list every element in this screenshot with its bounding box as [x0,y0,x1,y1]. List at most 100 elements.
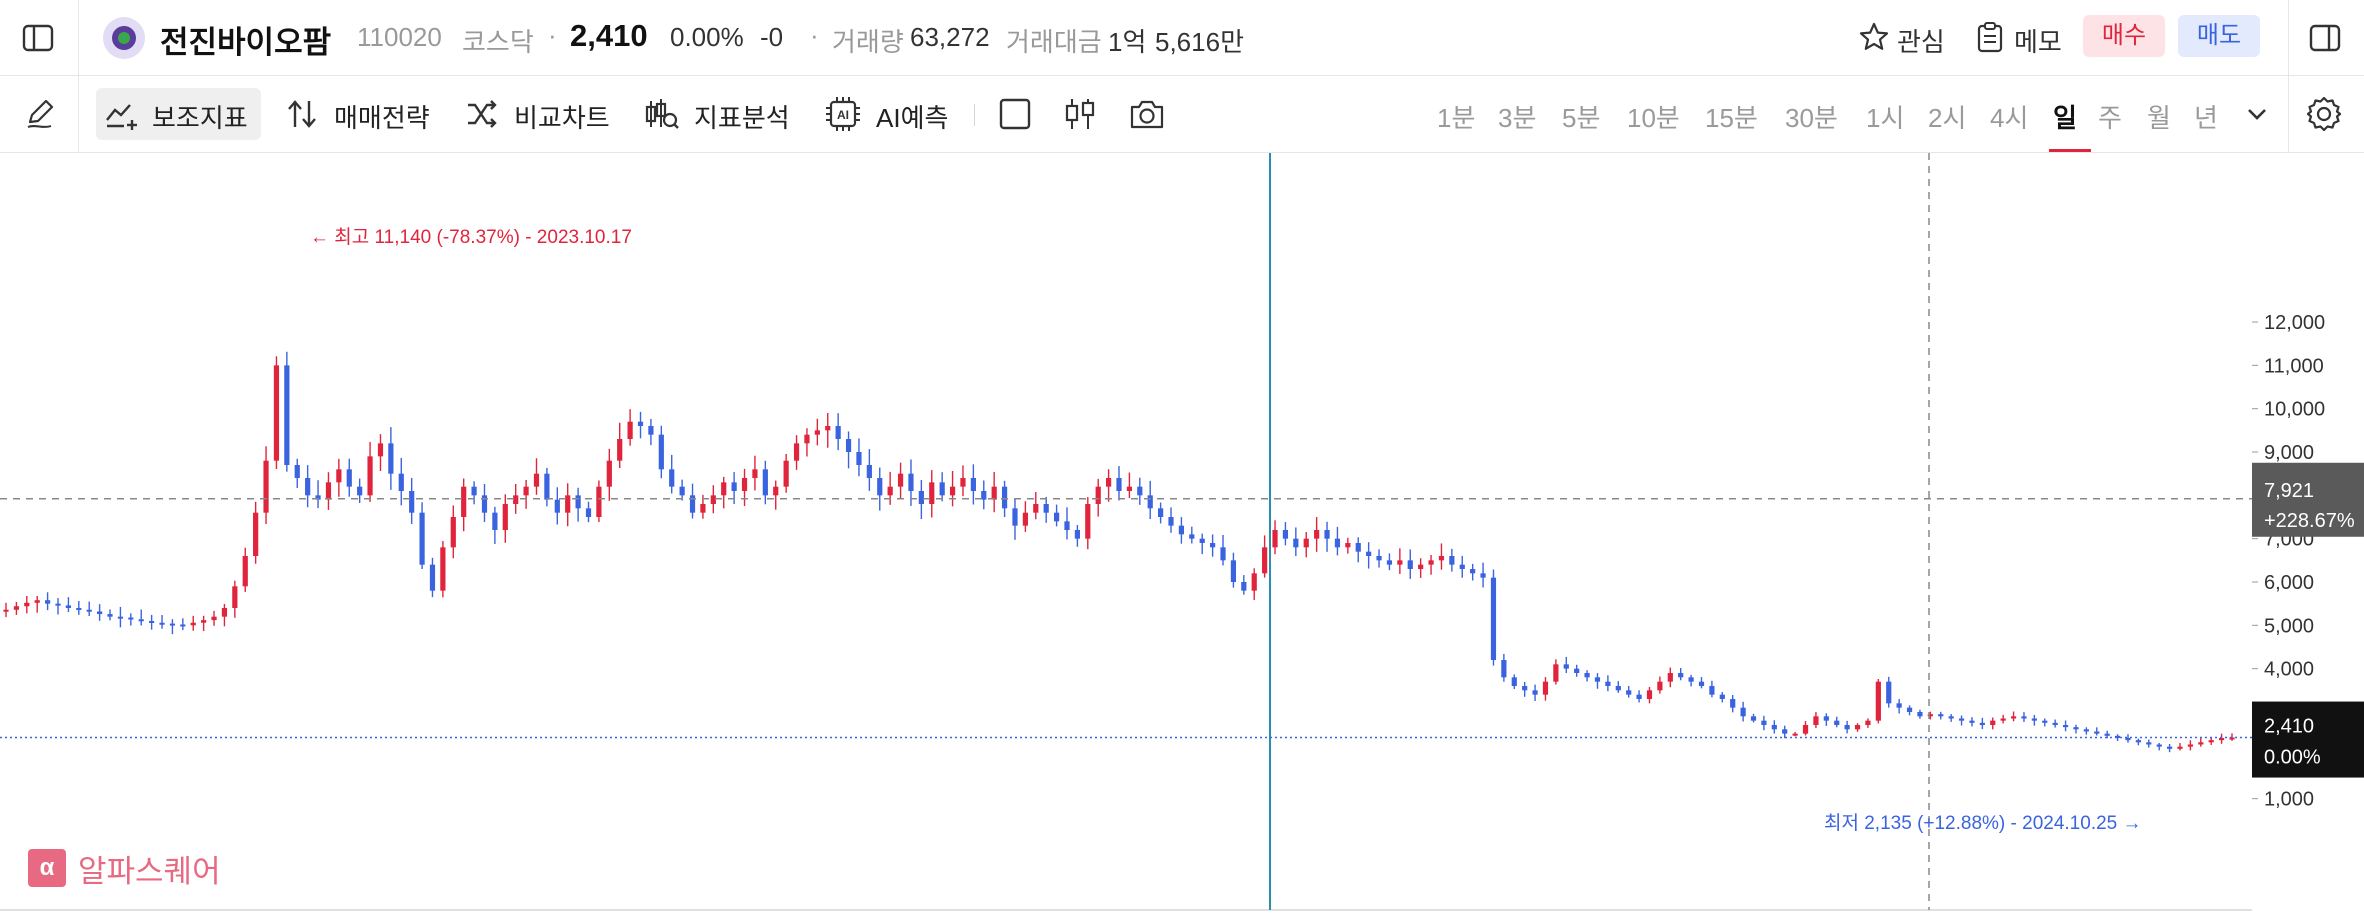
timeframe-13[interactable]: 년 [2194,103,2218,133]
candle-body [1043,504,1049,513]
gear-icon[interactable] [2303,94,2345,134]
candle-body [1355,543,1361,552]
candle-body [856,452,862,466]
candle-body [481,495,488,513]
timeframe-11[interactable]: 주 [2098,103,2122,133]
memo-button[interactable]: 메모 [2014,27,2062,57]
candle-body [554,499,560,513]
candle-body [273,365,280,461]
strategy-icon[interactable] [282,94,322,134]
candle-body [897,473,904,487]
candle-body [2052,722,2058,725]
y-tick-label: 6,000 [2264,572,2314,594]
candle-body [1709,685,1715,695]
candle-body [1740,707,1746,717]
timeframe-4[interactable]: 10분 [1627,103,1680,133]
candle-body [1251,573,1257,591]
sell-button[interactable]: 매도 [2178,15,2260,57]
analysis-button[interactable]: 지표분석 [694,103,790,133]
change-amount: -0 [760,22,784,52]
candle-body [533,473,540,487]
candle-body [1761,720,1767,725]
candle-body [596,486,602,518]
crosshair-price-tag [2252,462,2364,537]
favorite-button[interactable]: 관심 [1897,27,1945,57]
timeframe-7[interactable]: 1시 [1866,103,1905,133]
memo-icon[interactable] [1971,18,2009,56]
change-percent: 0.00% [670,22,744,52]
indicator-button[interactable]: 보조지표 [152,103,248,133]
candle-body [721,482,727,496]
chevron-down-icon[interactable] [2242,98,2272,130]
candle-body [1501,659,1507,678]
candle-body [2114,735,2121,738]
candle-body [2104,733,2110,736]
candle-body [710,495,716,505]
candle-body [1168,517,1174,526]
candle-body [409,491,415,513]
candle-body [461,486,467,518]
pencil-icon[interactable] [20,94,60,134]
candle-body [1074,530,1080,539]
candle-body [669,469,675,487]
panel-toggle-icon[interactable] [2305,18,2345,58]
star-icon[interactable] [1855,18,1893,56]
timeframe-10[interactable]: 일 [2053,103,2077,133]
candle-body [294,465,300,479]
camera-icon[interactable] [1126,94,1168,134]
timeframe-5[interactable]: 15분 [1705,103,1758,133]
candle-body [1033,504,1039,513]
candle-body [1646,690,1653,699]
candle-body [1906,707,1913,712]
candle-body [2218,737,2225,741]
analysis-icon[interactable] [642,94,682,134]
sidebar-toggle-icon[interactable] [18,18,58,58]
buy-button[interactable]: 매수 [2083,15,2165,57]
timeframe-1[interactable]: 1분 [1437,103,1476,133]
candle-body [1667,672,1673,682]
timeframe-2[interactable]: 3분 [1498,103,1537,133]
candle-body [1511,677,1517,686]
timeframe-9[interactable]: 4시 [1990,103,2029,133]
candle-body [741,478,748,492]
candle-body [1293,538,1299,548]
candle-body [284,365,290,466]
y-tick-label: 10,000 [2264,399,2325,421]
compare-button[interactable]: 비교차트 [514,103,610,133]
candle-body [2229,737,2235,740]
candle-body [1407,560,1413,570]
candle-body [1490,577,1497,660]
candle-body [845,439,852,453]
candle-body [2000,718,2006,721]
square-icon[interactable] [995,94,1035,134]
candle-body [2166,746,2173,749]
ai-predict-button[interactable]: AI예측 [876,103,949,133]
candle-body [2177,746,2183,749]
candle-body [1782,729,1788,734]
candlestick-icon[interactable] [1060,94,1100,134]
candle-body [835,426,841,440]
price-chart[interactable]: 12,00011,00010,0009,0008,0007,0006,0005,… [0,153,2364,914]
ai-chip-icon[interactable]: AI [822,94,864,134]
stock-name[interactable]: 전진바이오팜 [160,25,332,60]
strategy-button[interactable]: 매매전략 [334,103,430,133]
candle-body [1324,530,1330,539]
candle-body [1719,694,1725,699]
timeframe-6[interactable]: 30분 [1785,103,1838,133]
timeframe-12[interactable]: 월 [2147,103,2171,133]
svg-text:AI: AI [837,108,849,122]
candle-body [450,517,456,548]
crosshair-price-pct: +228.67% [2264,510,2355,532]
candle-body [55,603,61,606]
timeframe-3[interactable]: 5분 [1562,103,1601,133]
candle-body [637,421,644,427]
candle-body [1688,677,1694,682]
shuffle-icon[interactable] [462,94,502,134]
candle-body [617,439,623,461]
current-price-value: 2,410 [2264,716,2314,738]
indicator-icon[interactable] [102,94,142,134]
timeframe-8[interactable]: 2시 [1928,103,1967,133]
candle-body [377,443,384,457]
alphasquare-logo-icon: α [28,849,66,887]
candle-body [1397,560,1403,565]
